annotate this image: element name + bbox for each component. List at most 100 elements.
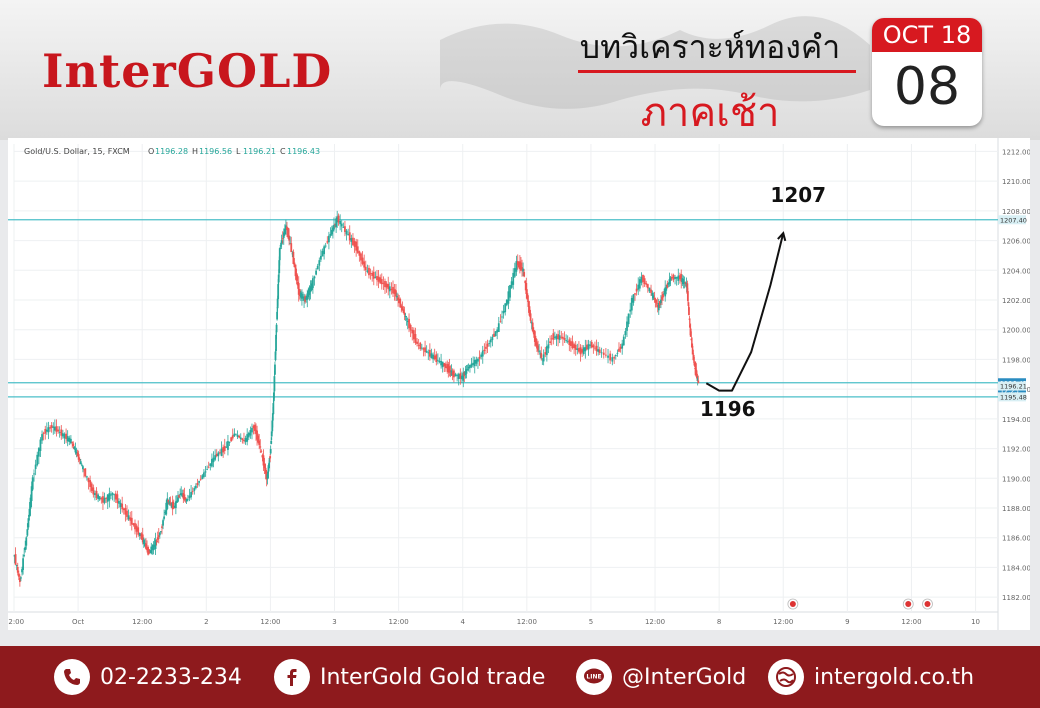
candle-body xyxy=(345,230,348,235)
candle-body xyxy=(688,307,690,316)
candle-body xyxy=(183,494,186,500)
candle-body xyxy=(587,344,590,350)
candle-body xyxy=(531,322,534,332)
candle-body xyxy=(348,232,351,241)
candle-body xyxy=(53,426,56,431)
candle-body xyxy=(675,277,678,279)
candle-body xyxy=(456,375,459,377)
candle-body xyxy=(41,434,43,441)
candle-body xyxy=(478,356,481,359)
candle-body xyxy=(103,497,106,503)
candle-body xyxy=(461,375,463,380)
candle-body xyxy=(374,276,377,278)
candle-body xyxy=(507,291,510,304)
y-tick-label: 1190.00 xyxy=(1002,475,1030,483)
candle-body xyxy=(39,439,42,451)
candle-body xyxy=(167,499,170,503)
candle-body xyxy=(417,344,420,346)
candle-body xyxy=(129,517,132,521)
candle-body xyxy=(609,353,612,361)
candle-body xyxy=(584,347,587,352)
candle-body xyxy=(430,353,433,359)
candle-body xyxy=(211,458,213,467)
ohlc-value: 1196.28 xyxy=(155,147,188,156)
candle-body xyxy=(164,512,167,514)
candle-body xyxy=(162,520,164,526)
candle-body xyxy=(376,276,378,281)
candle-body xyxy=(497,323,500,332)
website-url: intergold.co.th xyxy=(814,664,975,690)
candle-body xyxy=(384,280,386,288)
candle-body xyxy=(353,241,356,247)
intergold-logo: InterGOLD xyxy=(42,44,333,98)
candle-body xyxy=(566,341,569,343)
candle-body xyxy=(170,503,173,508)
price-tag-box xyxy=(998,381,1026,391)
candle-body xyxy=(158,532,161,536)
candle-body xyxy=(618,348,620,352)
candle-body xyxy=(563,338,566,340)
candle-body xyxy=(278,248,281,261)
candle-body xyxy=(642,274,644,283)
candle-body xyxy=(119,502,122,508)
candle-body xyxy=(270,431,273,437)
candle-body xyxy=(344,226,346,232)
candle-body xyxy=(326,241,329,243)
candle-body xyxy=(486,343,489,347)
candle-body xyxy=(422,348,425,350)
candle-body xyxy=(336,217,339,223)
candle-body xyxy=(146,547,148,551)
candle-body xyxy=(130,517,133,525)
candle-body xyxy=(513,268,516,277)
y-tick-label: 1198.00 xyxy=(1002,356,1030,364)
candle-body xyxy=(568,339,571,346)
candle-body xyxy=(276,298,279,309)
candle-body xyxy=(574,344,577,350)
candle-body xyxy=(151,547,154,549)
candle-body xyxy=(324,245,327,247)
candle-body xyxy=(691,343,694,348)
candle-body xyxy=(124,507,127,515)
candle-body xyxy=(469,364,471,368)
candle-body xyxy=(662,294,664,298)
candle-body xyxy=(127,515,130,520)
candle-body xyxy=(655,303,658,305)
facebook-contact[interactable]: InterGold Gold trade xyxy=(274,646,545,708)
candle-body xyxy=(586,344,588,350)
candle-body xyxy=(294,264,297,277)
candle-body xyxy=(550,338,553,340)
candle-body xyxy=(579,347,582,355)
candle-body xyxy=(582,347,585,354)
price-tag-box xyxy=(998,215,1026,225)
candle-body xyxy=(184,497,187,500)
candle-body xyxy=(14,554,17,565)
candle-body xyxy=(678,275,681,280)
candle-body xyxy=(529,313,532,321)
candle-body xyxy=(275,334,277,352)
candle-body xyxy=(83,469,85,471)
candle-body xyxy=(279,245,282,247)
candle-body xyxy=(227,441,229,450)
candle-body xyxy=(172,505,175,509)
website-contact[interactable]: intergold.co.th xyxy=(768,646,974,708)
candle-body xyxy=(403,312,406,315)
candle-body xyxy=(681,278,684,282)
candle-body xyxy=(57,429,59,432)
candle-body xyxy=(516,261,519,266)
phone-contact[interactable]: 02-2233-234 xyxy=(54,646,242,708)
candle-body xyxy=(261,455,264,458)
economic-event-flag-icon xyxy=(905,601,912,607)
candle-body xyxy=(47,427,50,433)
candle-body xyxy=(269,449,272,454)
candle-body xyxy=(262,455,265,466)
line-contact[interactable]: LINE @InterGold xyxy=(576,646,746,708)
candle-body xyxy=(63,433,66,439)
candle-body xyxy=(523,272,526,277)
candle-body xyxy=(193,488,196,491)
candle-body xyxy=(522,268,524,272)
candle-body xyxy=(670,276,673,279)
candle-body xyxy=(369,273,372,274)
candle-body xyxy=(52,426,55,428)
candle-body xyxy=(405,318,408,320)
calendar-month: OCT 18 xyxy=(872,18,982,52)
